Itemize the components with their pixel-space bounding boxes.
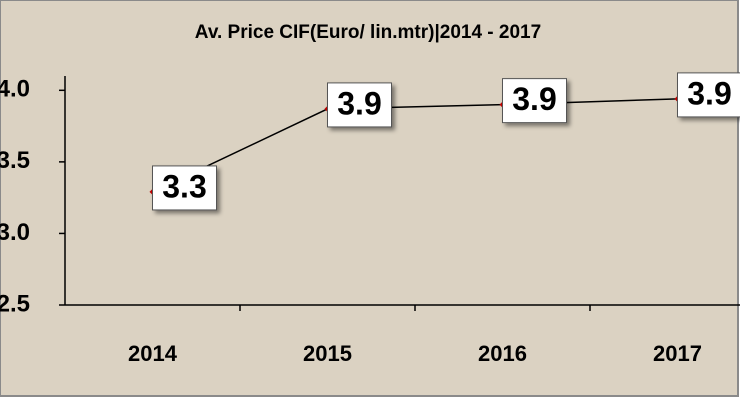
x-tick-label: 2017 <box>653 341 702 366</box>
value-label-text: 3.3 <box>162 168 206 204</box>
value-label: 3.3 <box>152 165 217 211</box>
value-label-text: 3.9 <box>512 81 556 117</box>
value-label: 3.9 <box>327 82 392 128</box>
value-label-box <box>502 78 567 124</box>
x-tick-label: 2014 <box>128 341 178 366</box>
line <box>152 98 678 193</box>
y-tick-label: 2.5 <box>0 290 30 317</box>
value-label-text: 3.9 <box>687 75 731 111</box>
y-tick-label: 3.0 <box>0 219 30 246</box>
value-label-box <box>327 82 392 128</box>
y-tick-label: 3.5 <box>0 147 30 174</box>
value-label: 3.9 <box>502 78 567 124</box>
chart-title: Av. Price CIF(Euro/ lin.mtr)|2014 - 2017 <box>195 22 541 43</box>
value-label-box <box>152 165 217 211</box>
value-label: 3.9 <box>677 72 740 118</box>
x-tick-label: 2015 <box>303 341 352 366</box>
x-tick-label: 2016 <box>478 341 527 366</box>
value-label-text: 3.9 <box>337 85 381 121</box>
y-tick-label: 4.0 <box>0 76 30 103</box>
value-label-box <box>677 72 740 118</box>
